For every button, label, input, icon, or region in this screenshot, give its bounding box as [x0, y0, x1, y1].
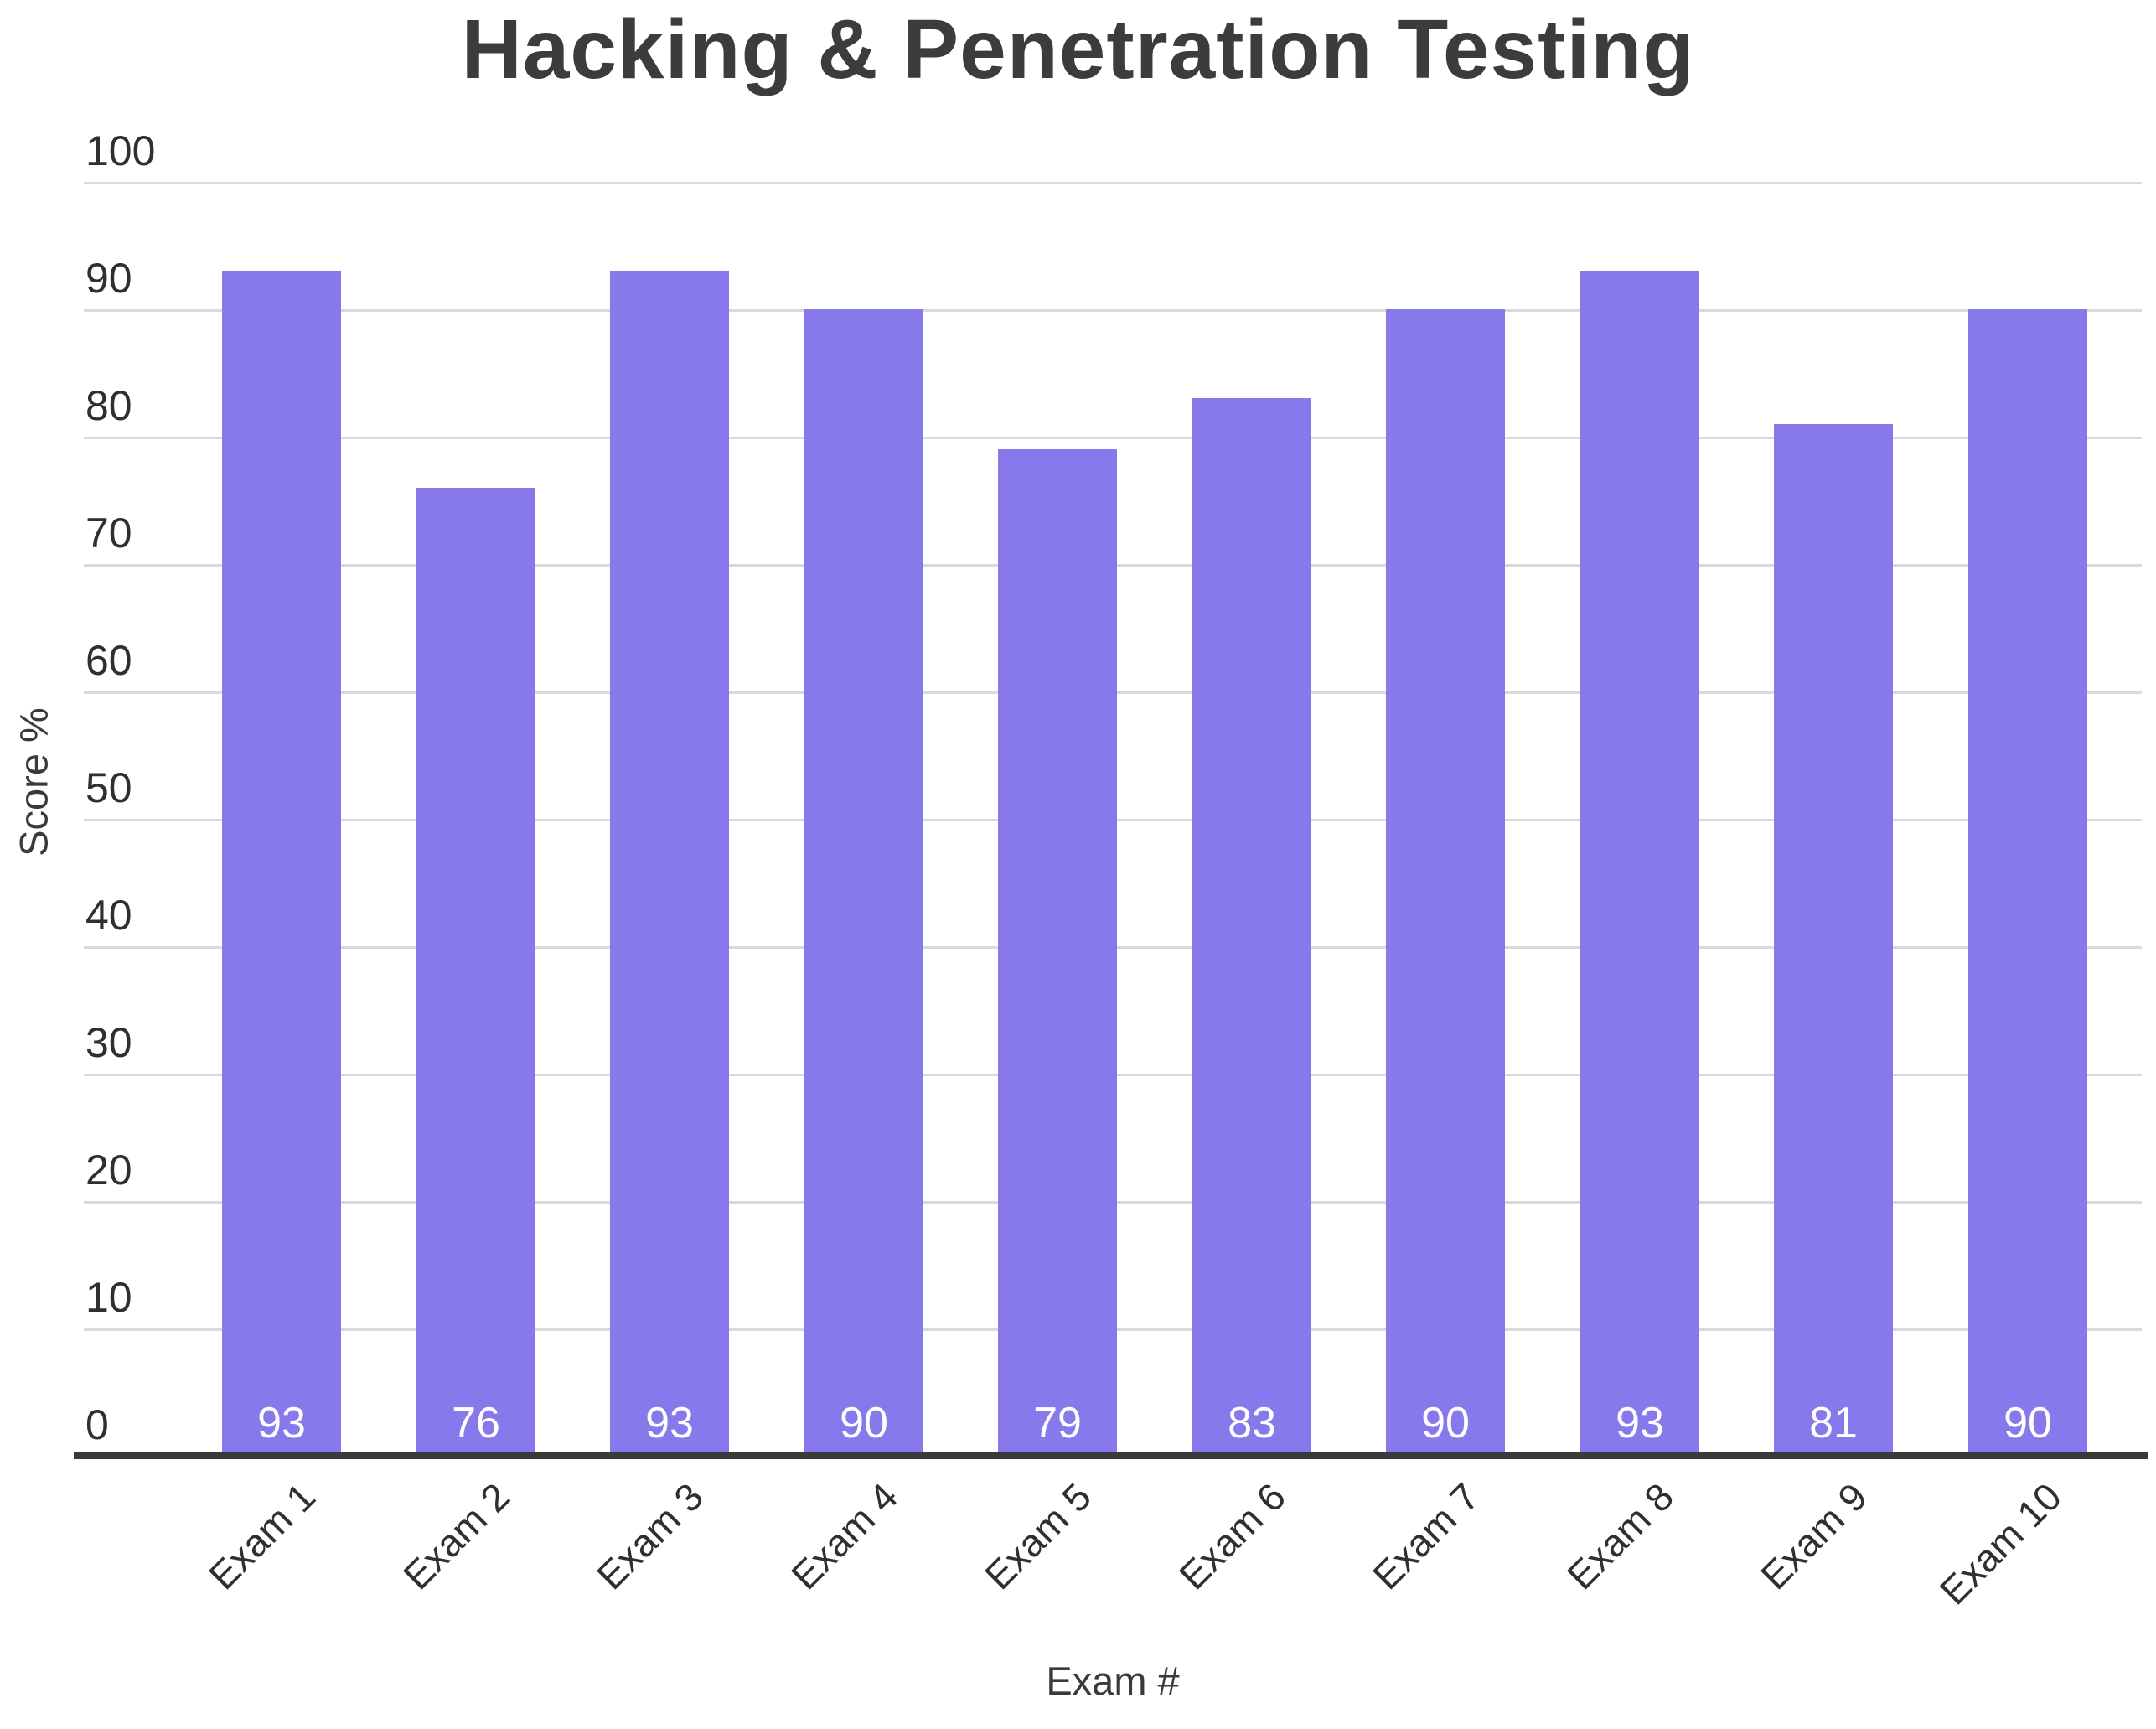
y-tick-label: 10 — [85, 1274, 132, 1321]
bar-value-label: 79 — [1033, 1399, 1082, 1447]
y-tick-label: 40 — [85, 892, 132, 939]
bar — [416, 488, 535, 1452]
bar-value-label: 90 — [840, 1399, 888, 1447]
x-tick-label: Exam 1 — [200, 1474, 324, 1598]
y-tick-label: 0 — [85, 1401, 109, 1448]
bar-value-label: 83 — [1228, 1399, 1276, 1447]
bar — [804, 309, 923, 1452]
y-tick-label: 90 — [85, 255, 132, 302]
y-tick-label: 60 — [85, 637, 132, 684]
x-tick-label: Exam 4 — [783, 1474, 907, 1598]
x-tick-label: Exam 3 — [588, 1474, 712, 1598]
x-tick-label: Exam 9 — [1752, 1474, 1876, 1598]
x-tick-label: Exam 10 — [1931, 1474, 2071, 1613]
bar-value-label: 81 — [1809, 1399, 1858, 1447]
y-gridline — [84, 437, 2142, 439]
bar-value-label: 93 — [257, 1399, 306, 1447]
bar — [610, 271, 729, 1452]
x-axis-title: Exam # — [1046, 1659, 1180, 1703]
y-tick-label: 80 — [85, 382, 132, 429]
bar — [1580, 271, 1699, 1452]
bar — [222, 271, 341, 1452]
y-tick-label: 70 — [85, 510, 132, 556]
bar — [1192, 398, 1311, 1452]
bar-value-label: 90 — [1421, 1399, 1470, 1447]
bar-value-label: 93 — [645, 1399, 694, 1447]
x-tick-label: Exam 2 — [395, 1474, 519, 1598]
bar — [998, 449, 1117, 1452]
x-tick-label: Exam 7 — [1364, 1474, 1488, 1598]
x-axis-line — [74, 1452, 2148, 1459]
x-tick-label: Exam 8 — [1559, 1474, 1683, 1598]
y-tick-label: 50 — [85, 764, 132, 811]
y-tick-label: 100 — [85, 127, 156, 174]
y-gridline — [84, 182, 2142, 184]
bar — [1774, 424, 1893, 1452]
chart-title: Hacking & Penetration Testing — [461, 3, 1695, 96]
bar-value-label: 93 — [1616, 1399, 1664, 1447]
y-tick-label: 20 — [85, 1147, 132, 1193]
bar — [1968, 309, 2087, 1452]
bar — [1386, 309, 1505, 1452]
bar-value-label: 76 — [452, 1399, 500, 1447]
y-tick-label: 30 — [85, 1019, 132, 1066]
x-tick-label: Exam 6 — [1171, 1474, 1295, 1598]
x-tick-label: Exam 5 — [976, 1474, 1100, 1598]
bar-value-label: 90 — [2003, 1399, 2052, 1447]
y-gridline — [84, 309, 2142, 312]
y-axis-title: Score % — [11, 707, 56, 857]
